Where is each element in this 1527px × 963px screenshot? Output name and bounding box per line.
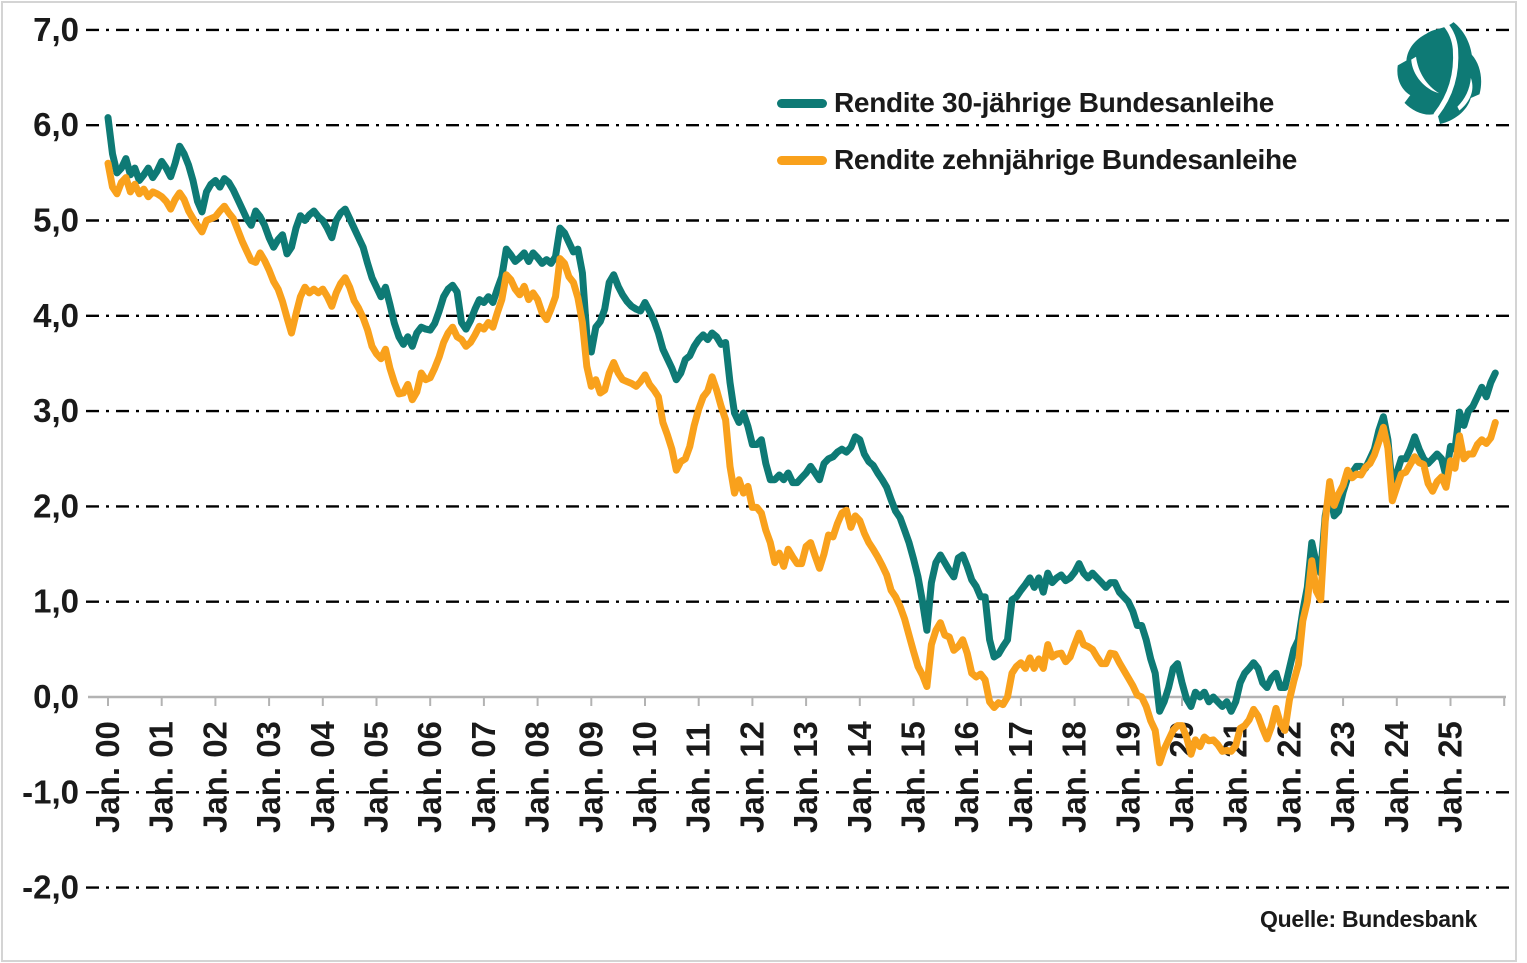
x-axis-label: Jan. 10	[626, 721, 663, 833]
legend-item-30y: Rendite 30-jährige Bundesanleihe	[777, 87, 1297, 118]
x-axis-label: Jan. 23	[1324, 721, 1361, 833]
x-axis-label: Jan. 12	[733, 721, 770, 833]
legend-label-30y: Rendite 30-jährige Bundesanleihe	[834, 87, 1275, 118]
y-axis-label: 7,0	[33, 11, 79, 48]
y-axis-label: -1,0	[22, 773, 79, 810]
y-axis-label: 5,0	[33, 202, 79, 239]
x-axis-label: Jan. 15	[895, 721, 932, 833]
x-axis-label: Jan. 16	[948, 721, 985, 833]
x-axis-label: Jan. 01	[143, 721, 180, 833]
leaf-logo-icon	[1397, 22, 1482, 125]
legend-swatch-30y	[777, 98, 827, 108]
x-axis-label: Jan. 19	[1109, 721, 1146, 833]
x-axis-label: Jan. 22	[1270, 721, 1307, 833]
x-axis-label: Jan. 04	[304, 720, 341, 833]
x-axis-label: Jan. 07	[465, 721, 502, 833]
x-axis-label: Jan. 03	[250, 721, 287, 833]
x-axis-label: Jan. 25	[1432, 721, 1469, 833]
x-axis-label: Jan. 08	[519, 721, 556, 833]
x-axis-label: Jan. 00	[89, 721, 126, 833]
y-axis-label: 4,0	[33, 297, 79, 334]
y-axis-label: 1,0	[33, 583, 79, 620]
series-line-10y	[104, 159, 1499, 767]
x-axis-label: Jan. 14	[841, 720, 878, 833]
legend: Rendite 30-jährige Bundesanleihe Rendite…	[777, 87, 1298, 203]
y-axis-label: 6,0	[33, 106, 79, 143]
y-axis-label: 3,0	[33, 392, 79, 429]
series-line-30y	[104, 114, 1499, 715]
legend-item-10y: Rendite zehnjährige Bundesanleihe	[777, 144, 1298, 175]
x-axis-label: Jan. 11	[680, 723, 717, 833]
x-axis-label: Jan. 05	[358, 721, 395, 833]
y-axis-label: 2,0	[33, 487, 79, 524]
x-axis-label: Jan. 17	[1002, 721, 1039, 833]
x-axis-label: Jan. 02	[196, 721, 233, 833]
x-axis-label: Jan. 13	[787, 721, 824, 833]
x-axis-label: Jan. 24	[1378, 720, 1415, 833]
x-axis-label: Jan. 09	[572, 721, 609, 833]
y-axis-label: -2,0	[22, 869, 79, 906]
legend-swatch-10y	[777, 155, 827, 165]
x-axis-label: Jan. 18	[1056, 721, 1093, 833]
source-caption: Quelle: Bundesbank	[1260, 906, 1477, 932]
y-axis-label: 0,0	[33, 678, 79, 715]
legend-label-10y: Rendite zehnjährige Bundesanleihe	[834, 144, 1298, 175]
x-axis-label: Jan. 06	[411, 721, 448, 833]
